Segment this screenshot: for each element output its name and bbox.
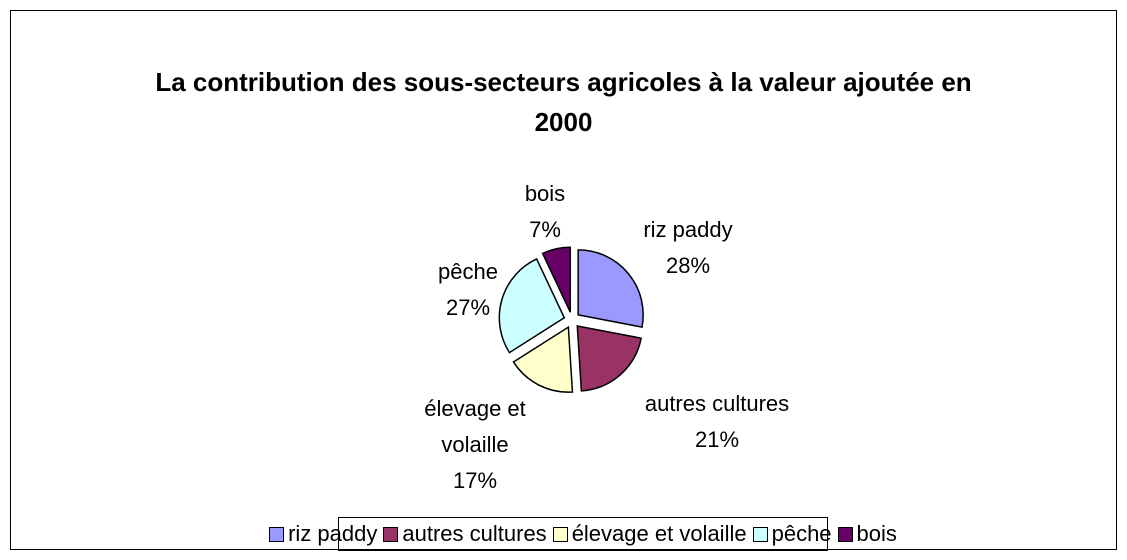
legend-label: élevage et volaille [571, 521, 747, 546]
data-label-value: 7% [529, 217, 561, 242]
data-label-category: autres cultures [644, 391, 790, 416]
pie-slice [577, 249, 644, 328]
legend-item: riz paddy [269, 521, 377, 547]
data-label: élevage et volaille 17% [400, 391, 550, 499]
data-label-value: 17% [452, 468, 498, 493]
data-label-category: élevage et volaille [424, 396, 526, 457]
legend-item: bois [837, 521, 897, 547]
legend-swatch [269, 526, 285, 542]
data-label-value: 21% [694, 427, 740, 452]
legend-swatch [383, 526, 399, 542]
data-label-category: riz paddy [643, 217, 733, 242]
data-label: autres cultures 21% [645, 386, 789, 458]
pie-slice [498, 257, 566, 354]
legend-label: pêche [771, 521, 832, 546]
data-label: pêche 27% [438, 254, 498, 326]
data-label: bois 7% [525, 176, 565, 248]
legend-swatch [837, 526, 853, 542]
legend-swatch [552, 526, 568, 542]
legend-label: bois [856, 521, 897, 546]
pie-slice [541, 246, 572, 313]
legend-label: riz paddy [288, 521, 378, 546]
legend-swatch [752, 526, 768, 542]
chart-title: La contribution des sous-secteurs agrico… [155, 67, 972, 137]
legend-item: élevage et volaille [552, 521, 747, 547]
data-label: riz paddy 28% [643, 212, 732, 284]
legend-item: pêche [752, 521, 832, 547]
legend: riz paddy autres cultures élevage et volai… [269, 517, 897, 551]
data-label-category: pêche [438, 259, 498, 284]
data-label-value: 28% [665, 253, 711, 278]
pie-slice [512, 325, 574, 393]
legend-label: autres cultures [402, 521, 547, 546]
data-label-value: 27% [445, 295, 491, 320]
pie-slice [576, 325, 643, 392]
data-label-category: bois [524, 181, 566, 206]
legend-item: autres cultures [383, 521, 547, 547]
